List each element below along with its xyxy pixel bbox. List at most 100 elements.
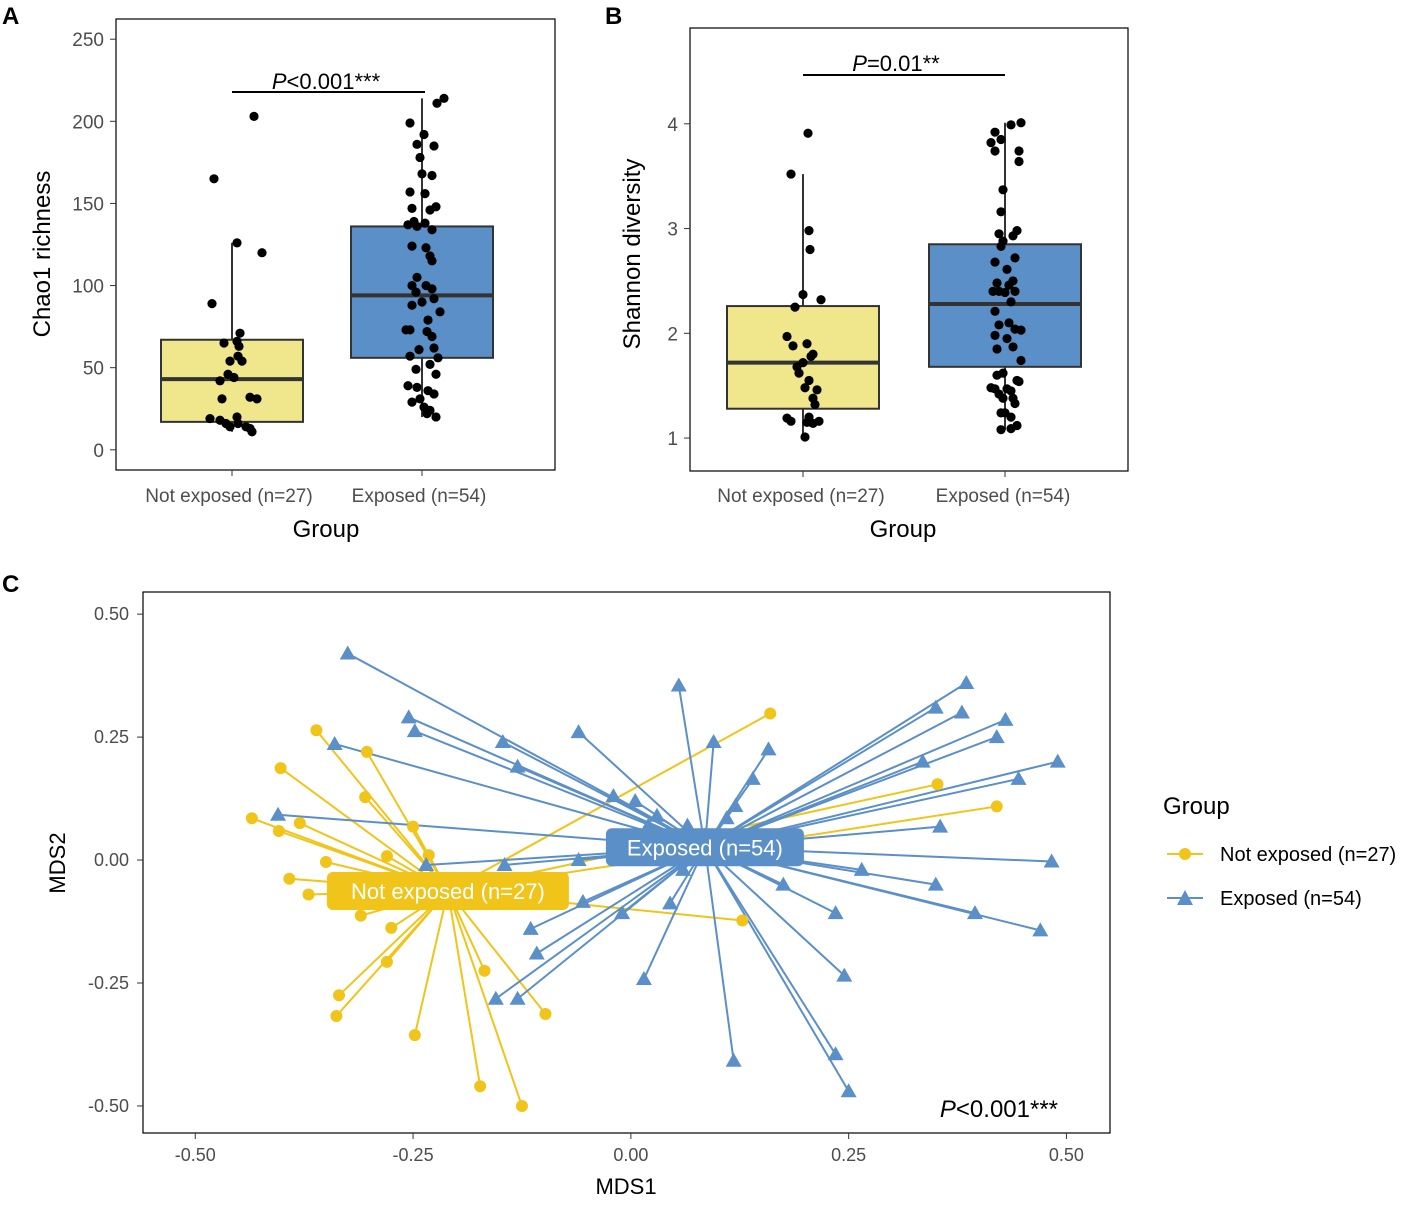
point-exposed bbox=[400, 709, 417, 724]
data-point bbox=[405, 118, 415, 128]
data-point bbox=[1010, 253, 1020, 263]
data-point bbox=[427, 331, 437, 342]
point-not-exposed bbox=[380, 850, 393, 863]
data-point bbox=[405, 325, 415, 335]
data-point bbox=[225, 356, 235, 366]
spider-line-exposed bbox=[643, 846, 706, 980]
data-point bbox=[257, 248, 267, 258]
data-point bbox=[249, 111, 259, 121]
point-exposed bbox=[670, 677, 687, 692]
y-tick-label: 0.00 bbox=[94, 850, 129, 870]
data-point bbox=[992, 370, 1002, 380]
panel-b-x-axis-title: Group bbox=[870, 516, 937, 543]
centroid-label-exposed: Exposed (n=54) bbox=[627, 835, 783, 860]
data-point bbox=[414, 345, 424, 355]
data-point bbox=[207, 299, 217, 309]
point-not-exposed bbox=[736, 914, 749, 927]
y-tick-label: 0 bbox=[93, 441, 104, 462]
point-not-exposed bbox=[931, 778, 944, 791]
data-point bbox=[407, 203, 417, 213]
point-exposed bbox=[570, 852, 587, 867]
data-point bbox=[427, 170, 437, 181]
x-tick-label: Not exposed (n=27) bbox=[717, 486, 884, 507]
data-point bbox=[412, 272, 422, 282]
data-point bbox=[1010, 398, 1020, 409]
point-exposed bbox=[509, 990, 526, 1005]
data-point bbox=[996, 425, 1006, 435]
spider-line-exposed bbox=[495, 846, 706, 1000]
data-point bbox=[420, 188, 430, 199]
data-point bbox=[994, 229, 1004, 239]
point-exposed bbox=[927, 876, 944, 891]
point-exposed bbox=[958, 674, 975, 689]
data-point bbox=[1006, 120, 1016, 130]
spider-line-exposed bbox=[704, 846, 837, 1055]
spider-line-exposed bbox=[704, 711, 963, 849]
legend-marker-exposed bbox=[1177, 890, 1193, 905]
point-exposed bbox=[326, 735, 343, 750]
point-exposed bbox=[1032, 922, 1049, 937]
data-point bbox=[803, 128, 813, 138]
data-point bbox=[990, 127, 1000, 137]
data-point bbox=[217, 394, 227, 404]
data-point bbox=[407, 241, 417, 251]
point-exposed bbox=[827, 905, 844, 920]
data-point bbox=[1008, 231, 1018, 241]
data-point bbox=[403, 220, 413, 230]
centroid-label-box-not-exposed bbox=[326, 872, 569, 911]
data-point bbox=[411, 287, 421, 297]
panel-b-plot-area: 1 2 3 4 Not exposed (n=27) Exposed (n=54) bbox=[667, 27, 1129, 507]
legend-marker-not-exposed bbox=[1179, 848, 1191, 860]
y-tick-label: 2 bbox=[667, 324, 678, 345]
data-point bbox=[229, 372, 239, 383]
data-point bbox=[996, 241, 1006, 251]
data-point bbox=[252, 394, 262, 404]
data-point bbox=[990, 257, 1000, 267]
data-point bbox=[998, 185, 1008, 195]
point-not-exposed bbox=[407, 820, 420, 833]
x-tick-label: Exposed (n=54) bbox=[936, 486, 1071, 507]
data-point bbox=[425, 205, 435, 215]
data-point bbox=[816, 295, 826, 305]
point-exposed bbox=[914, 753, 931, 768]
data-point bbox=[782, 331, 792, 342]
panel-a-p-rest: <0.001*** bbox=[287, 69, 381, 94]
data-point bbox=[221, 418, 231, 429]
point-exposed bbox=[1043, 853, 1060, 868]
point-not-exposed bbox=[302, 888, 315, 901]
panel-b-p-value: P=0.01** bbox=[852, 51, 940, 76]
data-point bbox=[812, 385, 822, 395]
data-point bbox=[986, 138, 996, 148]
spider-line-exposed bbox=[704, 706, 937, 849]
data-point bbox=[420, 218, 430, 228]
data-point bbox=[232, 238, 242, 248]
point-exposed bbox=[705, 734, 722, 749]
spider-line-not-exposed bbox=[447, 890, 547, 1015]
spider-line-exposed bbox=[704, 846, 850, 1092]
panel-frame bbox=[115, 18, 556, 471]
data-point bbox=[429, 294, 439, 304]
data-point bbox=[998, 393, 1008, 403]
data-point bbox=[1002, 264, 1012, 275]
legend-label-exposed: Exposed (n=54) bbox=[1220, 888, 1362, 910]
point-exposed bbox=[827, 1046, 844, 1061]
panel-a-y-axis-title: Chao1 richness bbox=[29, 171, 56, 338]
data-point bbox=[423, 315, 433, 325]
x-tick-label: -0.50 bbox=[175, 1145, 216, 1165]
legend-title: Group bbox=[1163, 793, 1230, 820]
point-not-exposed bbox=[478, 964, 491, 977]
point-not-exposed bbox=[359, 791, 372, 804]
data-point bbox=[1008, 342, 1018, 352]
x-tick-label: Not exposed (n=27) bbox=[145, 486, 312, 507]
data-point bbox=[800, 432, 810, 442]
point-exposed bbox=[744, 770, 761, 785]
data-point bbox=[798, 289, 808, 300]
data-point bbox=[1010, 286, 1020, 296]
panel-c-y-axis-title: MDS2 bbox=[45, 832, 70, 893]
y-tick-label: 0.25 bbox=[94, 727, 129, 747]
data-point bbox=[992, 278, 1002, 288]
data-point bbox=[411, 364, 421, 374]
panel-b-y-axis-title: Shannon diversity bbox=[619, 159, 646, 350]
panel-frame bbox=[689, 27, 1129, 472]
spider-line-exposed bbox=[677, 685, 706, 848]
